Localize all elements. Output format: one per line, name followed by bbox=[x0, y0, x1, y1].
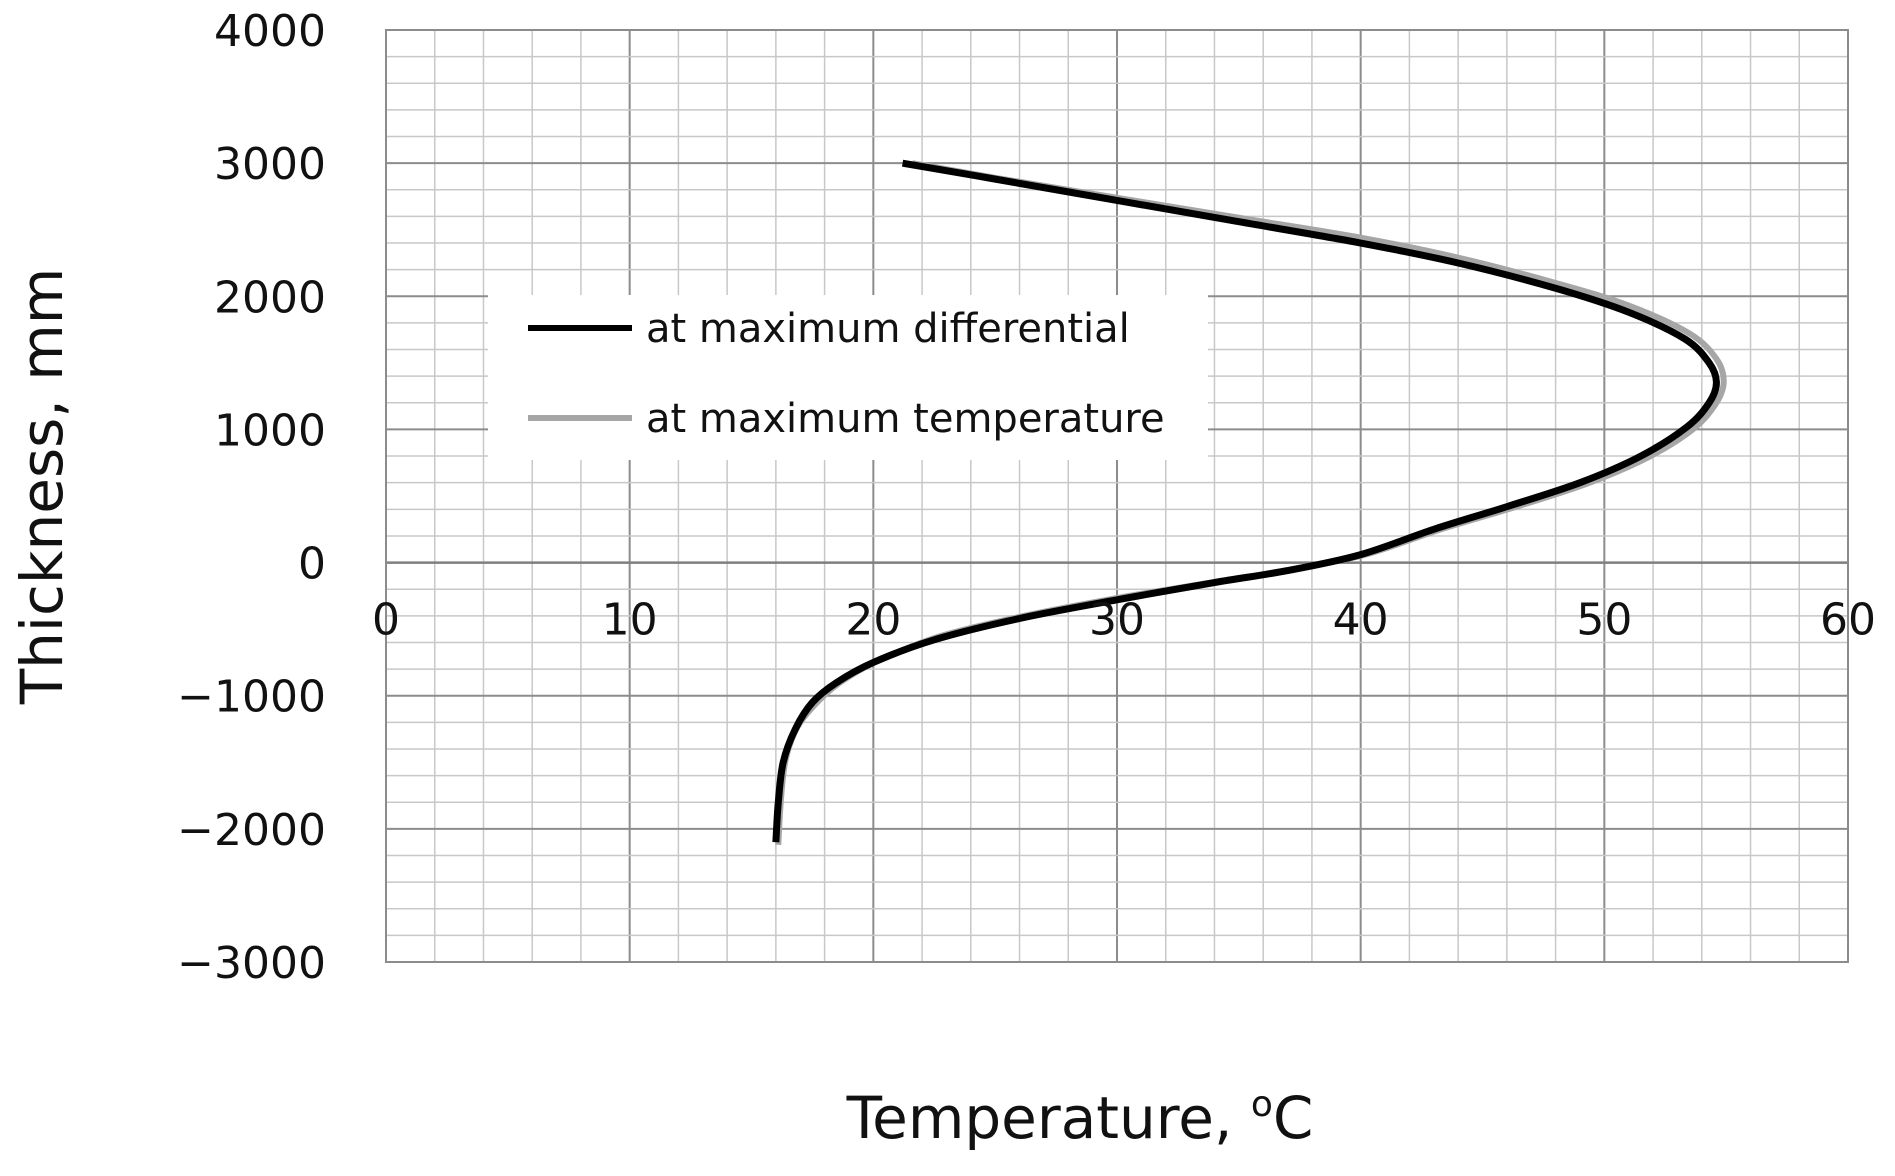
x-tick-label: 20 bbox=[845, 595, 901, 646]
x-tick-label: 50 bbox=[1576, 595, 1632, 646]
x-tick-label: 40 bbox=[1333, 595, 1389, 646]
y-tick-label: −3000 bbox=[177, 938, 326, 989]
series-layer bbox=[772, 159, 1727, 846]
y-tick-label: 3000 bbox=[214, 139, 326, 190]
grid bbox=[385, 29, 1849, 963]
x-tick-label: 30 bbox=[1089, 595, 1145, 646]
x-tick-label: 10 bbox=[602, 595, 658, 646]
x-axis-title-text: Temperature, bbox=[846, 1084, 1251, 1152]
y-tick-label: −2000 bbox=[177, 805, 326, 856]
x-tick-label: 0 bbox=[372, 595, 400, 646]
x-tick-labels: 0 10 20 30 40 50 60 bbox=[372, 595, 1876, 646]
x-axis-title-superscript: o bbox=[1251, 1084, 1273, 1125]
y-tick-label: 4000 bbox=[214, 6, 326, 57]
legend-label-max-differential: at maximum differential bbox=[646, 306, 1130, 352]
series-line-max-differential bbox=[772, 159, 1720, 843]
y-axis-title: Thickness, mm bbox=[8, 268, 76, 706]
plot-area-border bbox=[385, 29, 1849, 963]
y-tick-labels: 4000 3000 2000 1000 0 −1000 −2000 −3000 bbox=[177, 6, 326, 989]
y-tick-label: −1000 bbox=[177, 672, 326, 723]
legend-box bbox=[488, 295, 1208, 460]
x-tick-label: 60 bbox=[1820, 595, 1876, 646]
x-axis-title: Temperature, oC bbox=[846, 1084, 1314, 1152]
series-line-max-temperature bbox=[775, 160, 1727, 846]
legend: at maximum differential at maximum tempe… bbox=[488, 295, 1208, 460]
y-tick-label: 0 bbox=[298, 539, 326, 590]
x-axis-title-unit: C bbox=[1273, 1084, 1314, 1152]
y-tick-label: 1000 bbox=[214, 405, 326, 456]
y-tick-label: 2000 bbox=[214, 272, 326, 323]
legend-label-max-temperature: at maximum temperature bbox=[646, 396, 1165, 442]
